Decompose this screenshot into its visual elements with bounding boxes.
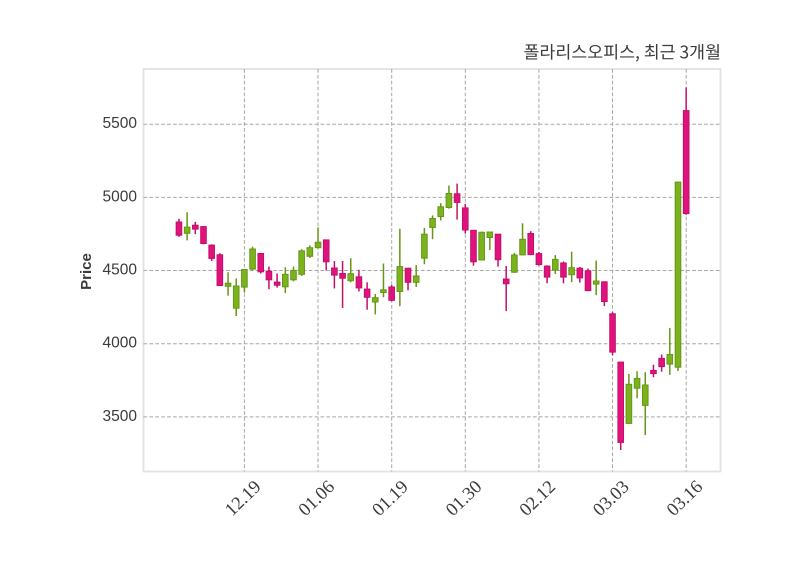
svg-text:4000: 4000 (103, 335, 138, 352)
svg-text:5500: 5500 (103, 115, 138, 132)
svg-text:5000: 5000 (103, 188, 138, 205)
svg-text:3500: 3500 (103, 408, 138, 425)
svg-text:4500: 4500 (103, 261, 138, 278)
svg-text:Price: Price (78, 253, 95, 290)
